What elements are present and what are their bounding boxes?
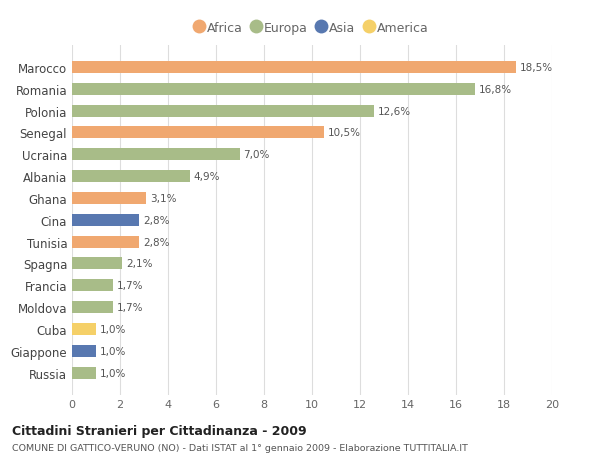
- Text: 2,1%: 2,1%: [126, 259, 152, 269]
- Bar: [72, 149, 240, 161]
- Bar: [72, 84, 475, 95]
- Text: 3,1%: 3,1%: [150, 194, 176, 203]
- Text: Cittadini Stranieri per Cittadinanza - 2009: Cittadini Stranieri per Cittadinanza - 2…: [12, 425, 307, 437]
- Bar: [72, 62, 516, 74]
- Text: COMUNE DI GATTICO-VERUNO (NO) - Dati ISTAT al 1° gennaio 2009 - Elaborazione TUT: COMUNE DI GATTICO-VERUNO (NO) - Dati IST…: [12, 443, 468, 452]
- Bar: [72, 302, 113, 313]
- Text: 1,0%: 1,0%: [100, 325, 126, 334]
- Bar: [72, 323, 96, 335]
- Bar: [72, 258, 122, 270]
- Bar: [72, 367, 96, 379]
- Bar: [72, 345, 96, 357]
- Text: 1,0%: 1,0%: [100, 368, 126, 378]
- Bar: [72, 236, 139, 248]
- Text: 1,7%: 1,7%: [116, 281, 143, 291]
- Text: 4,9%: 4,9%: [193, 172, 220, 182]
- Bar: [72, 280, 113, 292]
- Text: 2,8%: 2,8%: [143, 215, 169, 225]
- Bar: [72, 214, 139, 226]
- Text: 12,6%: 12,6%: [378, 106, 411, 116]
- Text: 7,0%: 7,0%: [244, 150, 270, 160]
- Text: 1,0%: 1,0%: [100, 346, 126, 356]
- Text: 16,8%: 16,8%: [479, 84, 512, 95]
- Bar: [72, 192, 146, 205]
- Text: 18,5%: 18,5%: [520, 63, 553, 73]
- Bar: [72, 106, 374, 118]
- Legend: Africa, Europa, Asia, America: Africa, Europa, Asia, America: [191, 17, 433, 40]
- Text: 2,8%: 2,8%: [143, 237, 169, 247]
- Bar: [72, 171, 190, 183]
- Text: 1,7%: 1,7%: [116, 302, 143, 313]
- Bar: [72, 127, 324, 139]
- Text: 10,5%: 10,5%: [328, 128, 361, 138]
